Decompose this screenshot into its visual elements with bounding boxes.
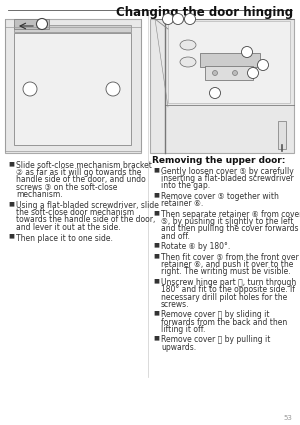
Ellipse shape (180, 40, 196, 50)
FancyBboxPatch shape (168, 21, 290, 103)
Text: 11: 11 (243, 49, 251, 54)
Text: necessary drill pilot holes for the: necessary drill pilot holes for the (161, 292, 287, 301)
Text: Slide soft-close mechanism bracket: Slide soft-close mechanism bracket (16, 161, 152, 170)
Text: ■: ■ (153, 310, 159, 315)
FancyBboxPatch shape (200, 53, 260, 67)
Text: 180° and fit to the opposite side. If: 180° and fit to the opposite side. If (161, 285, 295, 294)
Text: retainer ⑥, and push it over to the: retainer ⑥, and push it over to the (161, 260, 293, 269)
Text: ■: ■ (8, 234, 14, 239)
FancyBboxPatch shape (150, 19, 294, 153)
Circle shape (37, 19, 47, 29)
Text: upwards.: upwards. (161, 343, 196, 352)
Text: ② as far as it will go towards the: ② as far as it will go towards the (16, 168, 141, 177)
Text: screws.: screws. (161, 300, 190, 309)
Text: ■: ■ (8, 161, 14, 166)
Text: ■: ■ (153, 253, 159, 258)
Text: ■: ■ (153, 278, 159, 283)
Ellipse shape (180, 57, 196, 67)
FancyBboxPatch shape (5, 19, 141, 153)
Circle shape (242, 46, 253, 57)
Circle shape (184, 14, 196, 25)
FancyBboxPatch shape (205, 66, 253, 80)
Text: lifting it off.: lifting it off. (161, 325, 206, 334)
Text: ■: ■ (153, 192, 159, 197)
Text: Using a flat-bladed screwdriver, slide: Using a flat-bladed screwdriver, slide (16, 201, 159, 210)
Text: Then separate retainer ⑥ from cover: Then separate retainer ⑥ from cover (161, 210, 300, 219)
FancyBboxPatch shape (14, 33, 131, 145)
Circle shape (209, 88, 220, 99)
Circle shape (212, 71, 217, 76)
Text: 14: 14 (259, 62, 267, 68)
Text: 7: 7 (111, 87, 115, 91)
Text: towards the handle side of the door,: towards the handle side of the door, (16, 215, 155, 224)
Text: Then place it to one side.: Then place it to one side. (16, 234, 113, 243)
Text: Remove cover ⓞ by pulling it: Remove cover ⓞ by pulling it (161, 335, 270, 345)
Circle shape (23, 82, 37, 96)
Circle shape (257, 60, 268, 71)
Text: ■: ■ (8, 201, 14, 206)
Text: ■: ■ (153, 210, 159, 215)
Circle shape (250, 71, 254, 76)
Text: mechanism.: mechanism. (16, 190, 63, 199)
Text: 13: 13 (249, 71, 257, 76)
Circle shape (163, 14, 173, 25)
Text: Remove cover ⓝ by sliding it: Remove cover ⓝ by sliding it (161, 310, 269, 320)
Text: Remove cover ⑤ together with: Remove cover ⑤ together with (161, 192, 279, 201)
Circle shape (106, 82, 120, 96)
FancyBboxPatch shape (278, 121, 286, 149)
Text: ■: ■ (153, 242, 159, 247)
Text: right. The writing must be visible.: right. The writing must be visible. (161, 267, 291, 276)
Text: Gently loosen cover ⑤ by carefully: Gently loosen cover ⑤ by carefully (161, 167, 294, 176)
FancyBboxPatch shape (14, 19, 49, 29)
Text: Rotate ⑥ by 180°.: Rotate ⑥ by 180°. (161, 242, 230, 251)
Text: 7: 7 (28, 87, 32, 91)
Text: Changing the door hinging: Changing the door hinging (116, 6, 293, 19)
Text: 10: 10 (211, 91, 219, 96)
Text: forwards from the back and then: forwards from the back and then (161, 317, 287, 326)
Text: ⑤, by pushing it slightly to the left: ⑤, by pushing it slightly to the left (161, 217, 293, 226)
Text: and lever it out at the side.: and lever it out at the side. (16, 223, 121, 232)
Circle shape (172, 14, 184, 25)
Circle shape (232, 71, 238, 76)
Text: Removing the upper door:: Removing the upper door: (152, 156, 285, 165)
Circle shape (248, 68, 259, 79)
Text: screws ③ on the soft-close: screws ③ on the soft-close (16, 183, 117, 192)
Text: retainer ⑥.: retainer ⑥. (161, 199, 203, 208)
Text: and then pulling the cover forwards: and then pulling the cover forwards (161, 224, 298, 233)
FancyBboxPatch shape (14, 25, 131, 32)
Text: Unscrew hinge part ⓡ, turn through: Unscrew hinge part ⓡ, turn through (161, 278, 296, 287)
Text: ■: ■ (153, 335, 159, 340)
Text: 12: 12 (186, 17, 194, 22)
Text: 8: 8 (176, 17, 180, 22)
Text: inserting a flat-bladed screwdriver: inserting a flat-bladed screwdriver (161, 174, 294, 183)
Text: the soft-close door mechanism: the soft-close door mechanism (16, 208, 134, 217)
Text: ■: ■ (153, 167, 159, 172)
Text: Then fit cover ⑤ from the front over: Then fit cover ⑤ from the front over (161, 253, 299, 262)
Text: 53: 53 (283, 415, 292, 421)
Text: and off.: and off. (161, 232, 190, 241)
Text: into the gap.: into the gap. (161, 181, 210, 190)
Text: handle side of the door, and undo: handle side of the door, and undo (16, 176, 146, 184)
Text: 6: 6 (40, 22, 44, 26)
Text: 9: 9 (166, 17, 170, 22)
